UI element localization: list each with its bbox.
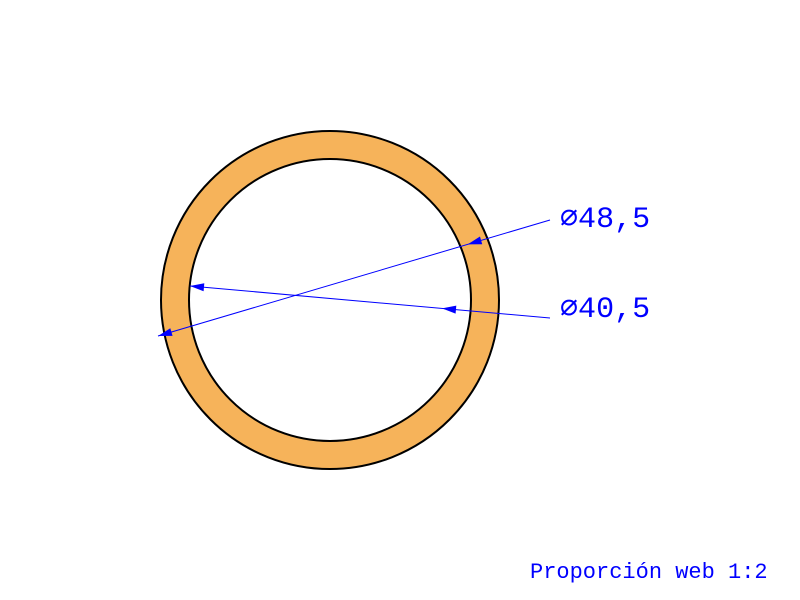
inner-diameter-label: ⌀40,5 (560, 290, 650, 327)
outer-diameter-label: ⌀48,5 (560, 200, 650, 237)
inner-hole (188, 158, 472, 442)
scale-footer: Proporción web 1:2 (530, 560, 768, 585)
drawing-canvas: ⌀48,5 ⌀40,5 Proporción web 1:2 (0, 0, 800, 600)
